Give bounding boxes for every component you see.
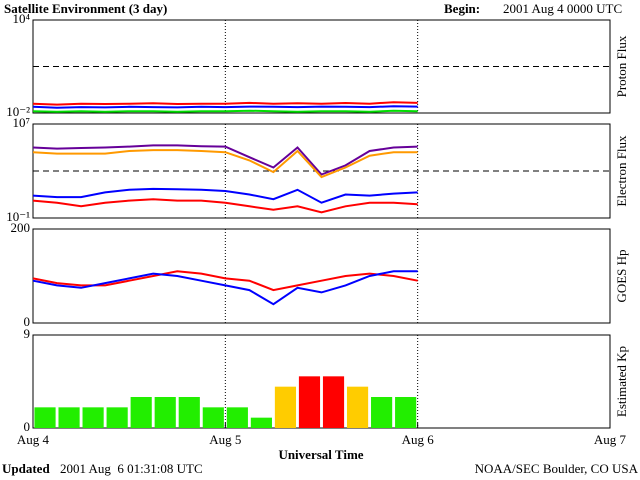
bar: [371, 397, 393, 428]
title: Satellite Environment (3 day): [4, 1, 167, 16]
data-line: [32, 109, 418, 113]
updated-value: 2001 Aug 6 01:31:08 UTC: [60, 461, 203, 476]
begin-label: Begin:: [444, 1, 480, 16]
x-axis-label: Universal Time: [278, 447, 363, 462]
bar: [154, 397, 176, 428]
y-tick-label: 200: [11, 220, 31, 235]
bar: [202, 407, 224, 428]
x-tick-label: Aug 5: [209, 432, 241, 447]
bar: [250, 417, 272, 428]
y-tick-label: 10⁷: [12, 115, 30, 130]
x-tick-label: Aug 7: [594, 432, 627, 447]
bar: [322, 376, 345, 428]
data-line: [32, 144, 418, 176]
bar: [298, 376, 321, 428]
y-tick-label: 0: [24, 314, 31, 329]
data-line: [32, 101, 418, 106]
bar: [82, 407, 104, 428]
data-line: [32, 187, 418, 204]
bar: [226, 407, 248, 428]
source: NOAA/SEC Boulder, CO USA: [475, 461, 639, 476]
bar: [346, 386, 369, 428]
y-tick-label: 10⁻¹: [6, 209, 30, 224]
data-line: [32, 149, 418, 179]
x-tick-label: Aug 4: [17, 432, 50, 447]
panel-frame: [32, 228, 611, 324]
updated-label: Updated: [2, 461, 50, 476]
panel-frame: [32, 334, 611, 429]
y-axis-label: Electron Flux: [614, 135, 629, 207]
y-axis-label: GOES Hp: [614, 249, 629, 302]
bar: [274, 386, 297, 428]
data-line: [32, 198, 418, 214]
y-axis-label: Proton Flux: [614, 35, 629, 97]
bar: [130, 397, 152, 428]
begin-value: 2001 Aug 4 0000 UTC: [503, 1, 622, 16]
data-line: [32, 270, 418, 306]
y-axis-label: Estimated Kp: [614, 346, 629, 417]
bar: [106, 407, 128, 428]
bar: [58, 407, 80, 428]
y-tick-label: 9: [24, 326, 31, 341]
y-tick-label: 10⁴: [12, 11, 30, 26]
bar: [34, 407, 56, 428]
bar: [395, 397, 417, 428]
data-line: [32, 105, 418, 109]
y-tick-label: 10⁻²: [6, 104, 30, 119]
x-tick-label: Aug 6: [402, 432, 435, 447]
y-tick-label: 0: [24, 419, 31, 434]
bar: [178, 397, 200, 428]
